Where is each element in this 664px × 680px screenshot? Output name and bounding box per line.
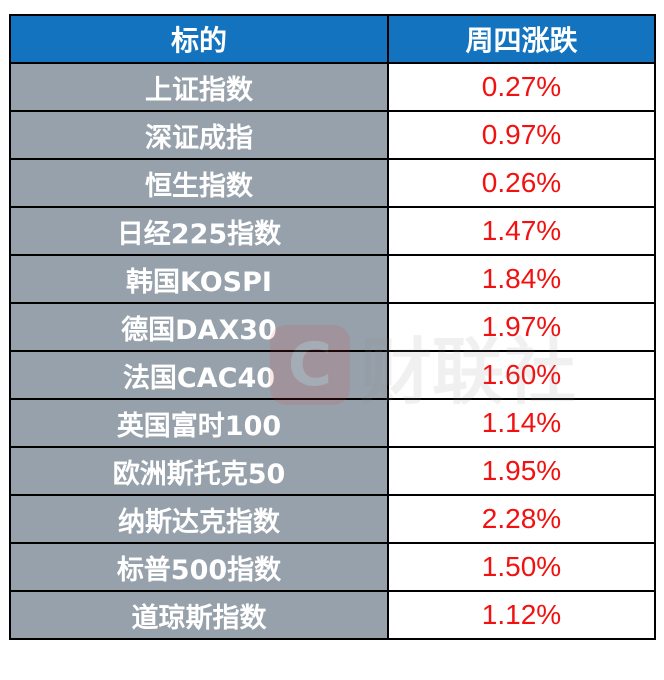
index-name: 日经225指数 [9, 206, 389, 256]
index-change: 1.60% [387, 350, 656, 400]
table-row: 纳斯达克指数 2.28% [9, 494, 656, 544]
index-name: 深证成指 [9, 110, 389, 160]
index-change: 1.95% [387, 446, 656, 496]
index-change: 1.12% [387, 590, 656, 640]
table-row: 韩国KOSPI 1.84% [9, 254, 656, 304]
index-name: 纳斯达克指数 [9, 494, 389, 544]
header-row: 标的 周四涨跌 [9, 14, 656, 64]
table-row: 恒生指数 0.26% [9, 158, 656, 208]
table-row: 标普500指数 1.50% [9, 542, 656, 592]
index-name: 道琼斯指数 [9, 590, 389, 640]
index-change: 0.97% [387, 110, 656, 160]
index-change: 1.97% [387, 302, 656, 352]
index-change: 1.84% [387, 254, 656, 304]
index-change: 0.27% [387, 62, 656, 112]
table-row: 深证成指 0.97% [9, 110, 656, 160]
index-name: 英国富时100 [9, 398, 389, 448]
table-row: 日经225指数 1.47% [9, 206, 656, 256]
index-change: 1.47% [387, 206, 656, 256]
index-name: 上证指数 [9, 62, 389, 112]
table-row: 欧洲斯托克50 1.95% [9, 446, 656, 496]
table-row: 德国DAX30 1.97% [9, 302, 656, 352]
index-name: 恒生指数 [9, 158, 389, 208]
index-name: 欧洲斯托克50 [9, 446, 389, 496]
index-name: 标普500指数 [9, 542, 389, 592]
index-change-table: 标的 周四涨跌 上证指数 0.27% 深证成指 0.97% 恒生指数 0.26% 日经225… [9, 14, 656, 640]
index-name: 法国CAC40 [9, 350, 389, 400]
index-change: 1.14% [387, 398, 656, 448]
index-change: 1.50% [387, 542, 656, 592]
header-target: 标的 [9, 14, 389, 64]
table-row: 英国富时100 1.14% [9, 398, 656, 448]
index-change: 0.26% [387, 158, 656, 208]
table-row: 道琼斯指数 1.12% [9, 590, 656, 640]
table-row: 上证指数 0.27% [9, 62, 656, 112]
index-name: 德国DAX30 [9, 302, 389, 352]
header-thursday-change: 周四涨跌 [387, 14, 656, 64]
index-name: 韩国KOSPI [9, 254, 389, 304]
index-change: 2.28% [387, 494, 656, 544]
table-row: 法国CAC40 1.60% [9, 350, 656, 400]
